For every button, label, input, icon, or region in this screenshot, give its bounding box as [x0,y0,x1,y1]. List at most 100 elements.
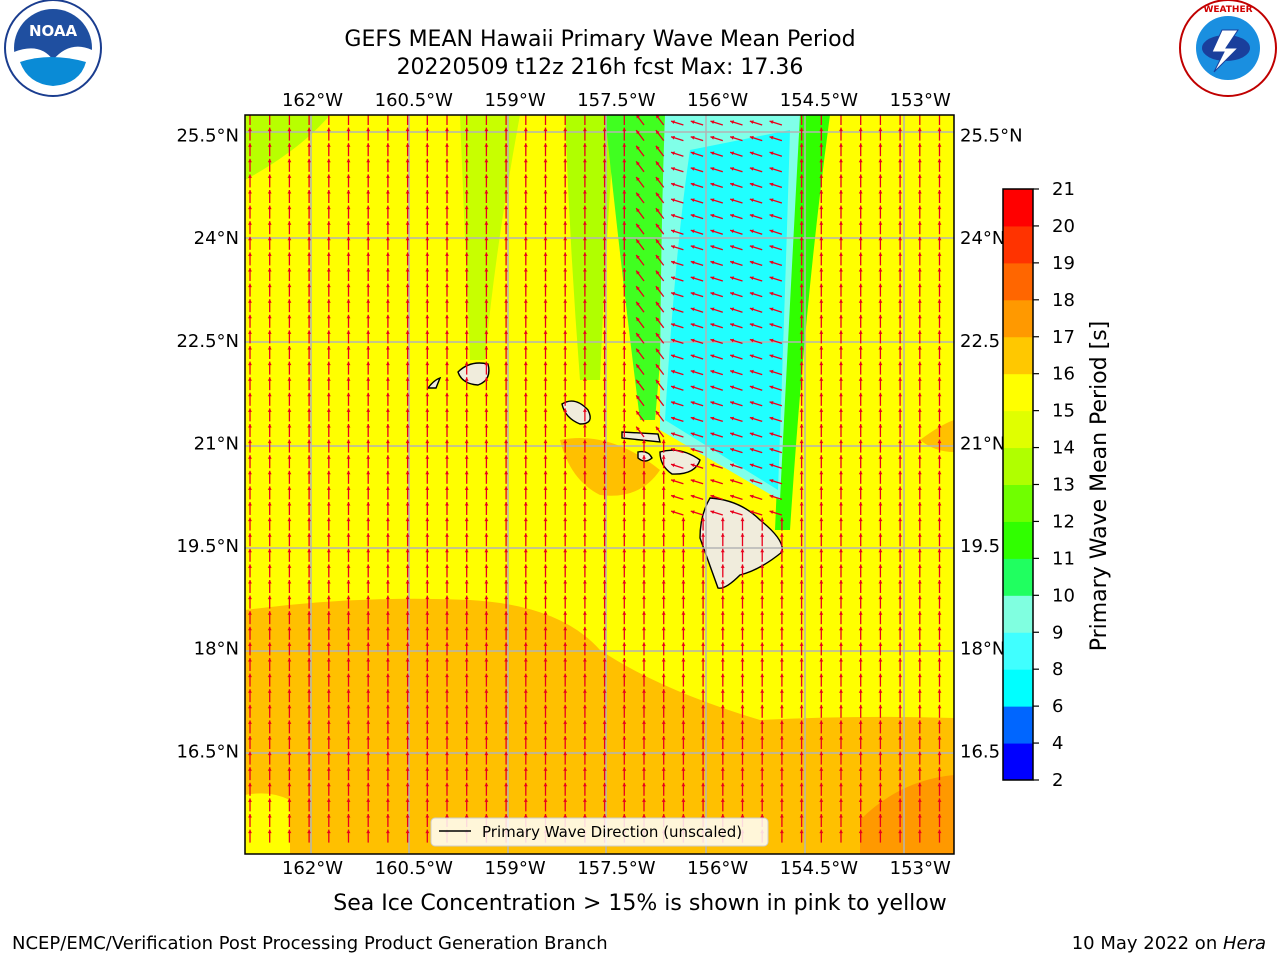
wave-arrow-head [563,299,568,303]
wave-arrow-head [878,252,883,256]
wave-arrow-head [819,470,824,475]
wave-arrow-head [701,720,706,724]
wave-arrow-head [602,642,607,646]
wave-arrow-head [405,502,410,506]
wave-arrow-head [799,751,804,756]
wave-arrow-head [769,229,774,234]
wave-arrow-head [602,143,607,147]
wave-arrow-head [543,330,548,334]
wave-arrow-head [622,689,627,693]
island-molokai [621,431,661,443]
wave-arrow-head [730,479,735,483]
wave-arrow-head [602,299,607,303]
wave-arrow-head [405,127,410,132]
wave-arrow-head [878,736,883,740]
wave-arrow-head [799,392,804,397]
wave-arrow-head [385,814,390,818]
wave-arrow-head [819,689,824,693]
wave-arrow-head [839,314,843,319]
wave-arrow-head [878,190,883,194]
wave-arrow-head [425,143,430,147]
wave-arrow-head [445,595,449,600]
wave-arrow-head [749,385,754,390]
wave-arrow-head [326,767,331,771]
wave-arrow-head [671,494,675,499]
island-niihau [426,376,442,389]
wave-arrow-head [898,673,903,678]
wave-arrow-head [484,205,489,210]
wave-arrow-head [425,424,430,428]
wave-arrow-head [445,673,449,678]
wave-arrow-head [385,346,390,350]
wave-arrow-head [730,245,735,249]
wave-arrow-head [730,416,735,421]
wave-arrow-head [819,673,824,678]
wave-arrow-head [622,580,627,584]
wave-arrow-head [484,174,489,178]
wave-arrow-head [642,767,646,771]
wave-arrow-head [464,798,469,802]
wave-arrow-head [425,611,430,615]
colorbar-tick-label: 10 [1052,585,1075,606]
wave-arrow-head [326,564,331,568]
wave-arrow-head [710,229,715,234]
lat-label-right: 19.5 [960,536,1000,557]
wave-arrow-head [385,517,390,522]
wave-arrow-head [464,751,469,756]
wave-arrow-head [405,814,410,818]
wave-arrow-head [267,548,272,553]
wave-arrow-head [523,767,528,771]
wave-arrow-head [622,424,627,428]
wave-arrow-head [622,143,627,147]
wave-arrow-head [690,120,695,124]
wave-arrow-head [671,338,675,343]
wave-arrow-head [523,424,528,428]
wave-arrow-head [898,330,903,334]
wave-arrow-head [385,127,390,132]
wave-arrow-head [563,751,568,756]
wave-arrow-head [267,174,272,178]
wave-arrow-head [858,143,863,147]
wave-arrow-head [307,533,312,537]
wave-arrow-head [730,447,735,452]
wave-arrow-head [385,143,390,147]
wave-arrow-head [405,704,410,709]
wave-arrow-head [937,190,942,194]
wave-arrow-head [661,782,666,787]
wave-arrow-head [582,580,587,584]
wave-arrow-head [819,642,824,646]
colorbar-tick-label: 9 [1052,622,1063,643]
wave-arrow-head [307,720,312,724]
wave-arrow-head [326,174,331,178]
wave-arrow-head [287,533,292,537]
wave-arrow-head [655,270,660,275]
wave-arrow-head [898,158,903,163]
wave-arrow-head [582,564,587,568]
wave-arrow-head [504,283,509,288]
wave-arrow-head [405,626,410,631]
wave-arrow-head [878,158,883,163]
wave-arrow-head [563,268,568,272]
wave-arrow-head [326,720,331,724]
wave-arrow-head [484,689,489,693]
wave-arrow-head [504,533,509,537]
wave-arrow-head [366,782,371,787]
wave-arrow-head [484,798,489,802]
wave-arrow-head [878,673,883,678]
wave-arrow-head [749,479,754,483]
wave-arrow-head [642,673,646,678]
wave-arrow-head [642,517,646,522]
wave-arrow-head [740,704,745,709]
wave-arrow-head [937,299,942,303]
wave-arrow-head [730,323,735,327]
wave-arrow-head [720,533,725,537]
wave-arrow-head [720,658,725,662]
wave-arrow-head [287,486,292,490]
wave-arrow-head [710,416,715,421]
wave-arrow-head [563,564,568,568]
wave-arrow-head [543,127,548,132]
wave-arrow-head [819,611,824,615]
wave-arrow-head [622,486,627,490]
wave-arrow-head [248,751,252,756]
lon-label-top: 153°W [890,90,951,111]
